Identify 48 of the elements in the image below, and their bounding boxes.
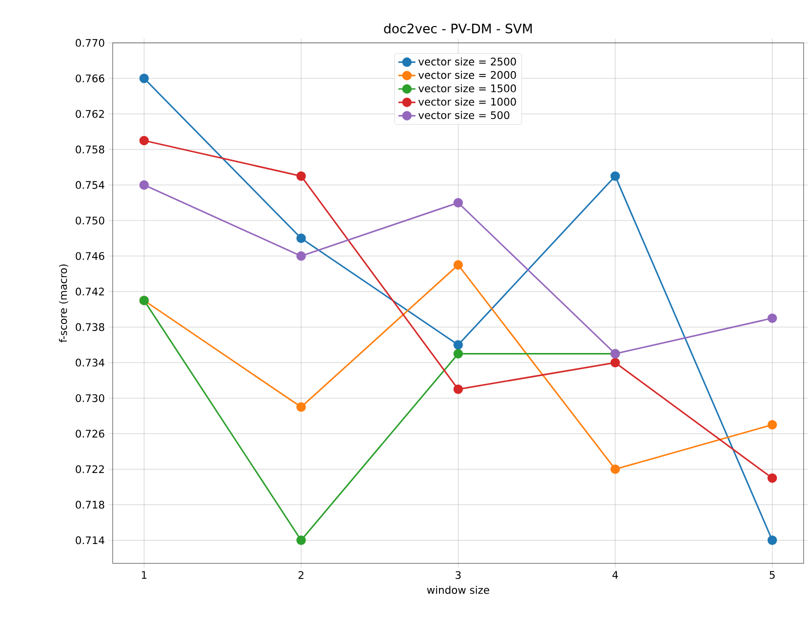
legend-label: vector size = 2000 [418, 70, 516, 79]
y-tick-label: 0.766 [76, 74, 104, 82]
point [296, 171, 306, 181]
x-tick-label: 2 [298, 571, 304, 579]
point [768, 420, 777, 430]
point [453, 348, 463, 358]
point [610, 358, 620, 368]
point [453, 340, 463, 350]
legend-label: vector size = 500 [418, 110, 510, 119]
point [139, 74, 149, 84]
point [296, 535, 306, 545]
y-tick-label: 0.722 [76, 465, 104, 474]
point [453, 260, 463, 270]
y-tick-label: 0.758 [76, 145, 104, 154]
y-tick-label: 0.750 [76, 216, 104, 224]
y-tick-label: 0.746 [76, 252, 104, 260]
x-tick-label: 1 [142, 571, 146, 579]
y-tick-label: 0.742 [76, 288, 104, 296]
x-axis-title: window size [427, 586, 490, 594]
y-tick-label: 0.714 [76, 536, 104, 544]
point [296, 251, 306, 261]
point [768, 535, 777, 545]
point [453, 198, 463, 208]
y-tick-label: 0.734 [76, 358, 104, 366]
legend-label: vector size = 2500 [418, 57, 516, 66]
y-tick-label: 0.762 [76, 110, 104, 118]
y-tick-label: 0.770 [76, 38, 104, 47]
x-tick-label: 5 [770, 571, 775, 579]
point [139, 136, 149, 146]
point [610, 171, 620, 181]
point [139, 180, 149, 190]
x-tick-label: 4 [612, 571, 618, 579]
point [768, 473, 777, 483]
y-tick-label: 0.730 [76, 394, 104, 402]
legend-label: vector size = 1000 [418, 98, 516, 106]
y-tick-label: 0.754 [76, 180, 104, 189]
y-tick-label: 0.738 [76, 323, 104, 331]
x-tick-label: 3 [456, 571, 461, 579]
point [768, 313, 777, 323]
y-tick-label: 0.726 [76, 430, 104, 438]
point [296, 233, 306, 243]
point [296, 402, 306, 412]
y-axis-title: f-score (macro) [58, 264, 68, 342]
legend-label: vector size = 1500 [418, 84, 516, 92]
y-tick-label: 0.718 [76, 500, 104, 509]
point [453, 384, 463, 394]
point [610, 464, 620, 474]
chart-title: doc2vec - PV-DM - SVM [384, 23, 532, 34]
